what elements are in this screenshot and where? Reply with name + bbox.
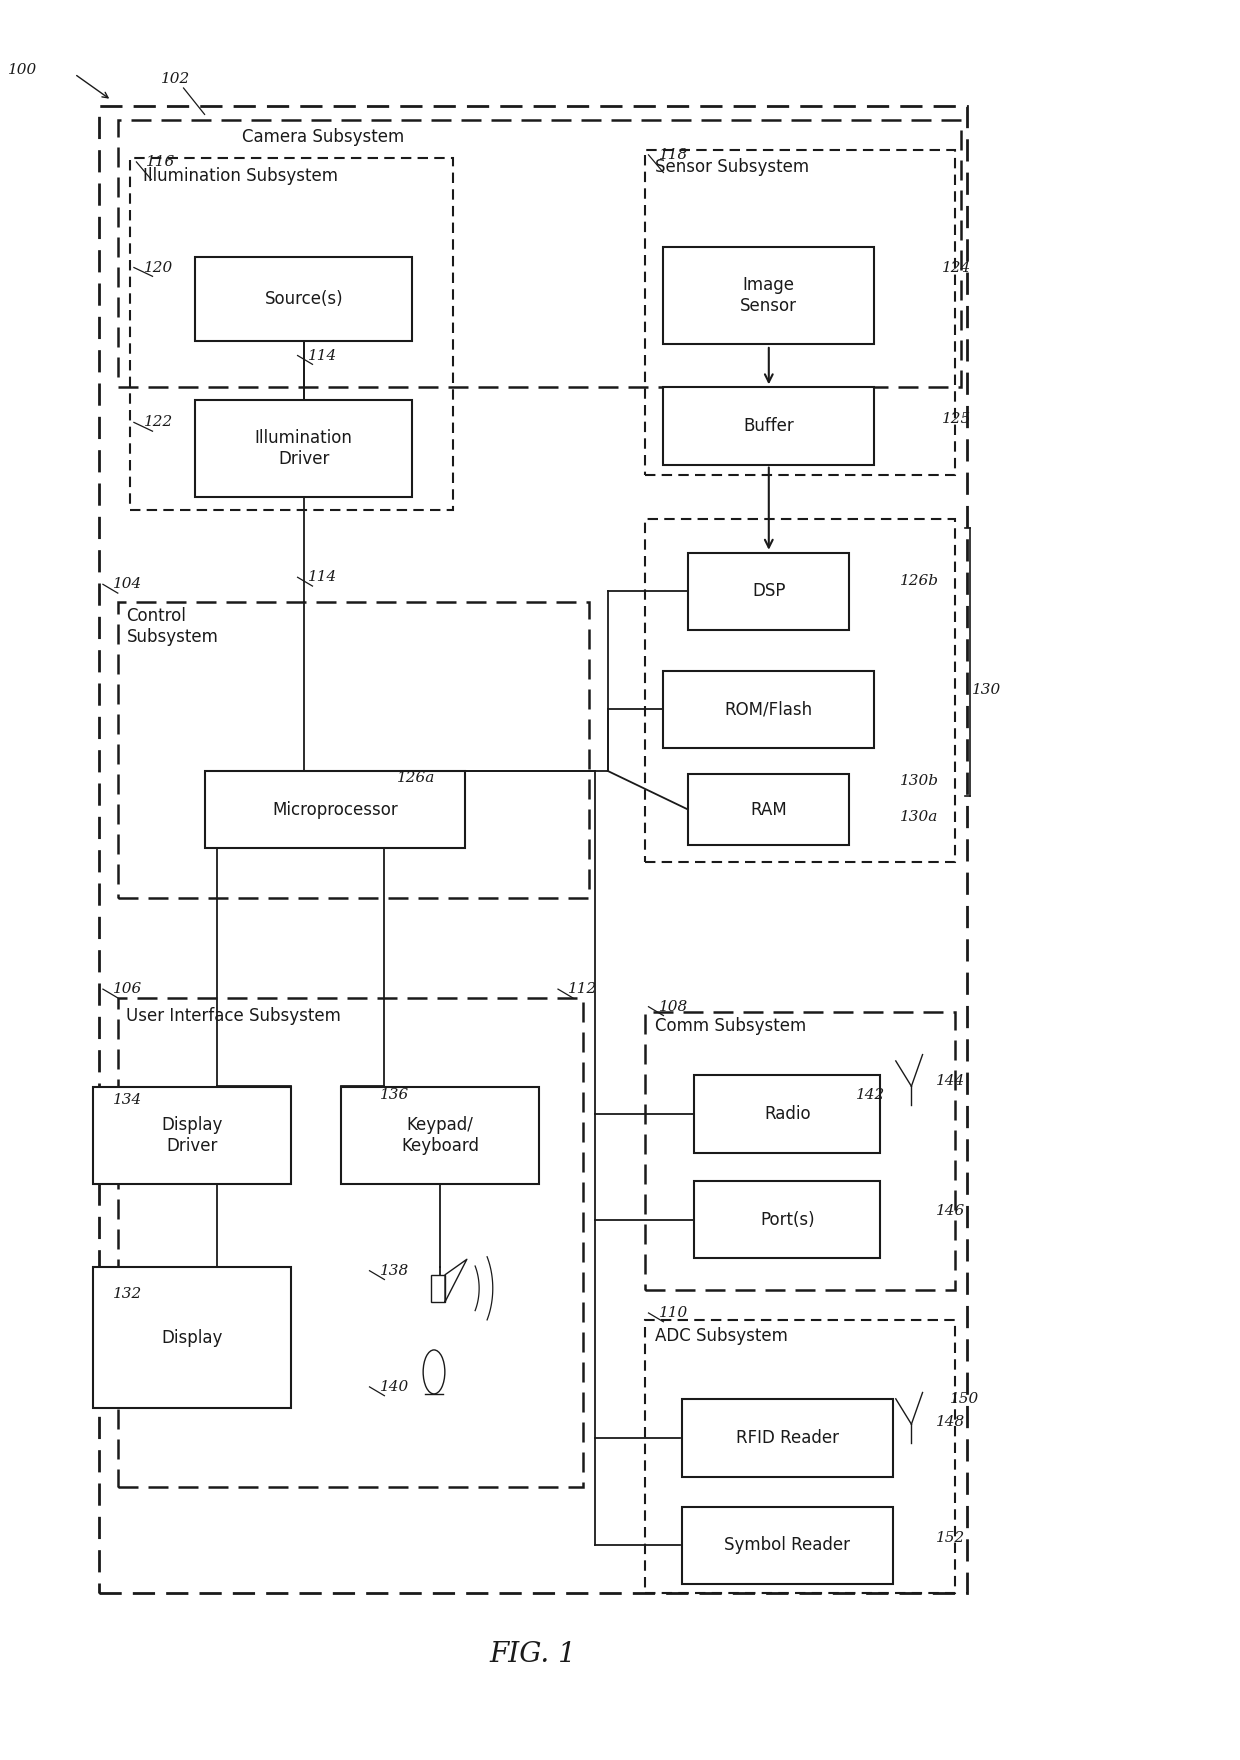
Text: 110: 110 <box>658 1306 688 1320</box>
Text: 152: 152 <box>936 1531 966 1545</box>
Text: ROM/Flash: ROM/Flash <box>724 700 813 718</box>
Ellipse shape <box>423 1350 445 1394</box>
Text: Camera Subsystem: Camera Subsystem <box>242 128 404 146</box>
Text: Illumination
Driver: Illumination Driver <box>255 429 352 468</box>
Text: 136: 136 <box>379 1088 409 1102</box>
Bar <box>663 387 874 465</box>
Text: Symbol Reader: Symbol Reader <box>724 1536 851 1554</box>
Text: 102: 102 <box>161 72 191 86</box>
Text: 132: 132 <box>113 1287 143 1301</box>
Bar <box>663 671 874 748</box>
Text: 126b: 126b <box>900 574 939 588</box>
Text: 134: 134 <box>113 1093 143 1107</box>
Bar <box>694 1075 880 1153</box>
Text: Buffer: Buffer <box>744 417 794 435</box>
Text: 118: 118 <box>658 148 688 162</box>
Text: 148: 148 <box>936 1415 966 1429</box>
Bar <box>99 106 967 1593</box>
Bar <box>694 1181 880 1258</box>
Text: 144: 144 <box>936 1074 966 1088</box>
Text: Comm Subsystem: Comm Subsystem <box>655 1017 806 1035</box>
Text: 130a: 130a <box>900 810 939 824</box>
Text: Display
Driver: Display Driver <box>161 1116 223 1155</box>
Text: 106: 106 <box>113 982 143 996</box>
Text: FIG. 1: FIG. 1 <box>490 1640 577 1668</box>
Text: 116: 116 <box>146 155 176 169</box>
Text: 126a: 126a <box>397 771 435 785</box>
Bar <box>688 774 849 845</box>
Text: ADC Subsystem: ADC Subsystem <box>655 1327 787 1345</box>
Text: Radio: Radio <box>764 1105 811 1123</box>
Bar <box>645 519 955 862</box>
Text: 112: 112 <box>568 982 598 996</box>
Text: DSP: DSP <box>751 583 786 600</box>
Bar <box>118 998 583 1487</box>
Text: 142: 142 <box>856 1088 885 1102</box>
Text: Image
Sensor: Image Sensor <box>740 276 797 315</box>
Bar <box>645 1012 955 1290</box>
Text: Illumination Subsystem: Illumination Subsystem <box>143 167 337 185</box>
Bar <box>93 1088 291 1184</box>
Text: User Interface Subsystem: User Interface Subsystem <box>126 1007 341 1024</box>
Text: 146: 146 <box>936 1204 966 1218</box>
Bar <box>663 246 874 345</box>
Text: Port(s): Port(s) <box>760 1211 815 1228</box>
Text: 150: 150 <box>950 1392 980 1406</box>
Text: 138: 138 <box>379 1264 409 1278</box>
Text: 124: 124 <box>942 260 972 275</box>
Bar <box>196 257 413 341</box>
Text: 108: 108 <box>658 1000 688 1014</box>
Bar <box>645 1320 955 1593</box>
Text: 114: 114 <box>308 348 337 363</box>
Text: RAM: RAM <box>750 801 787 818</box>
Text: 104: 104 <box>113 577 143 591</box>
Text: Display: Display <box>161 1329 223 1346</box>
Text: 125: 125 <box>942 412 972 426</box>
Text: 130b: 130b <box>900 774 939 788</box>
Bar <box>118 602 589 898</box>
Bar <box>93 1267 291 1408</box>
Text: Control
Subsystem: Control Subsystem <box>126 607 218 646</box>
Text: Sensor Subsystem: Sensor Subsystem <box>655 158 808 176</box>
Bar <box>645 150 955 475</box>
Bar <box>682 1399 893 1477</box>
Text: 122: 122 <box>144 415 174 429</box>
Bar <box>682 1507 893 1584</box>
Text: 100: 100 <box>7 63 37 77</box>
Bar <box>341 1088 539 1184</box>
Text: 114: 114 <box>308 570 337 584</box>
Text: Keypad/
Keyboard: Keypad/ Keyboard <box>402 1116 479 1155</box>
Bar <box>432 1274 445 1302</box>
Text: 120: 120 <box>144 260 174 275</box>
Bar <box>118 120 961 387</box>
Text: 130: 130 <box>972 683 1002 697</box>
Bar <box>205 771 465 848</box>
Text: Source(s): Source(s) <box>264 290 343 308</box>
Bar <box>196 400 413 496</box>
Bar <box>688 553 849 630</box>
Bar <box>130 158 453 510</box>
Text: Microprocessor: Microprocessor <box>272 801 398 818</box>
Text: 140: 140 <box>379 1380 409 1394</box>
Text: RFID Reader: RFID Reader <box>735 1429 839 1447</box>
